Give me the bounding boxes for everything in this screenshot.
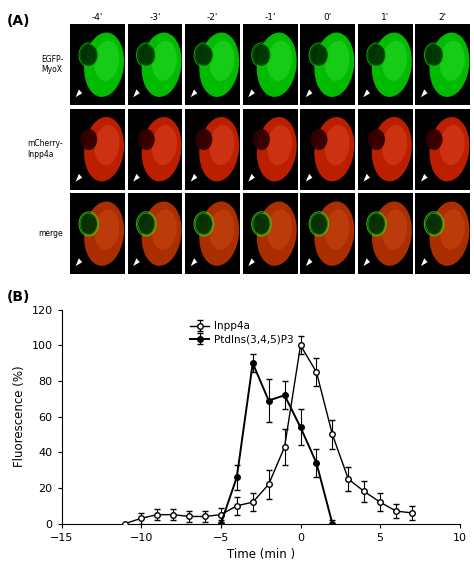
Text: merge: merge	[38, 229, 63, 238]
Text: 1': 1'	[381, 13, 390, 22]
Text: -3': -3'	[149, 13, 161, 22]
Legend: Inpp4a, PtdIns(3,4,5)P3: Inpp4a, PtdIns(3,4,5)P3	[186, 317, 298, 348]
Text: EGFP-
MyoX: EGFP- MyoX	[41, 55, 63, 74]
Y-axis label: Fluorescence (%): Fluorescence (%)	[13, 366, 26, 467]
Text: (B): (B)	[7, 290, 30, 304]
Text: 2': 2'	[439, 13, 447, 22]
Text: mCherry-
Inpp4a: mCherry- Inpp4a	[27, 140, 63, 159]
Text: (A): (A)	[7, 14, 31, 28]
X-axis label: Time (min ): Time (min )	[227, 548, 295, 561]
Text: -4': -4'	[92, 13, 103, 22]
Text: -1': -1'	[264, 13, 276, 22]
Text: -2': -2'	[207, 13, 219, 22]
Text: 0': 0'	[324, 13, 332, 22]
